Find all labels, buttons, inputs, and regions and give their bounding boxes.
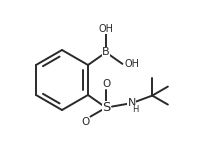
Text: O: O xyxy=(81,117,90,127)
Text: OH: OH xyxy=(125,59,140,69)
Text: H: H xyxy=(132,105,139,114)
Text: S: S xyxy=(102,101,110,114)
Text: O: O xyxy=(102,79,110,89)
Text: N: N xyxy=(127,98,136,108)
Text: OH: OH xyxy=(98,24,113,34)
Text: B: B xyxy=(102,47,110,57)
